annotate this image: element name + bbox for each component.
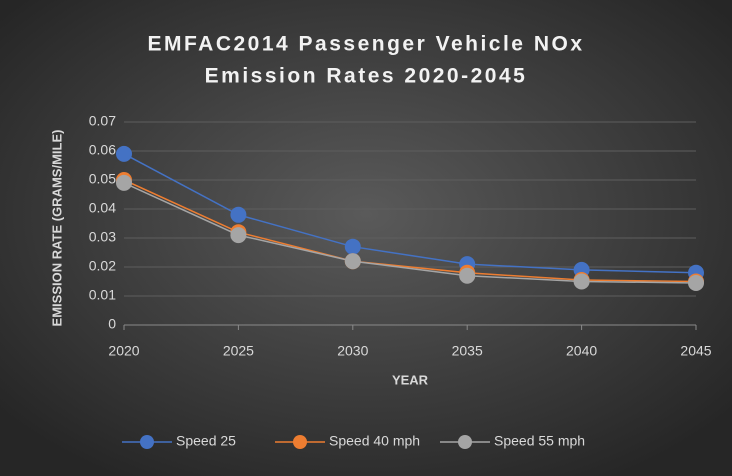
series-line [123, 179, 697, 283]
y-tick-label: 0.04 [89, 200, 116, 216]
legend-marker [293, 435, 307, 449]
data-point [116, 174, 132, 191]
series-line [123, 153, 697, 274]
legend-marker [140, 435, 154, 449]
x-axis-title: YEAR [392, 372, 429, 387]
legend-label: Speed 40 mph [329, 433, 420, 449]
y-tick-label: 0.06 [89, 142, 116, 158]
chart-title: EMFAC2014 Passenger Vehicle NOx [147, 33, 584, 56]
data-point [688, 274, 704, 291]
x-tick-label: 2040 [566, 343, 597, 359]
x-tick-label: 2025 [223, 343, 254, 359]
y-tick-label: 0.07 [89, 113, 116, 129]
y-axis-title: EMISSION RATE (GRAMS/MILE) [49, 130, 64, 327]
y-tick-label: 0.05 [89, 171, 116, 187]
data-point [573, 273, 590, 290]
data-point [230, 206, 247, 223]
chart-title: Emission Rates 2020-2045 [205, 65, 528, 88]
x-tick-label: 2020 [108, 343, 139, 359]
legend-label: Speed 55 mph [494, 433, 585, 449]
data-point [344, 238, 361, 255]
y-tick-label: 0.01 [89, 287, 116, 303]
y-tick-label: 0.02 [89, 258, 116, 274]
y-tick-label: 0.03 [89, 229, 116, 245]
data-point [230, 227, 247, 244]
y-tick-label: 0 [108, 316, 116, 332]
x-tick-label: 2035 [452, 343, 483, 359]
data-point [116, 145, 132, 162]
legend-label: Speed 25 [176, 433, 236, 449]
data-point [459, 267, 476, 284]
legend-marker [458, 435, 472, 449]
x-tick-label: 2045 [680, 343, 711, 359]
x-tick-label: 2030 [337, 343, 368, 359]
series-line [123, 182, 697, 284]
data-point [344, 253, 361, 270]
